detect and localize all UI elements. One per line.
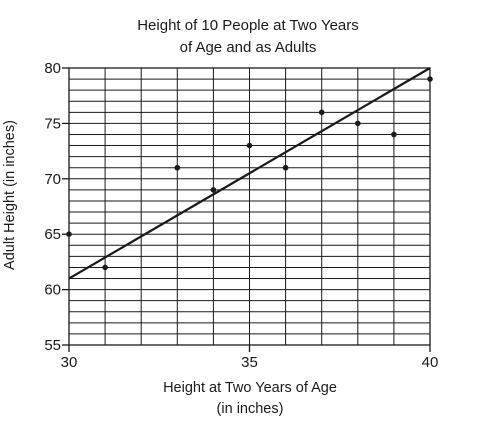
data-point (102, 264, 108, 271)
trend-line-group (68, 67, 431, 280)
chart-title-line-1: Height of 10 People at Two Years (137, 17, 359, 34)
data-point (210, 187, 217, 193)
y-tick-label: 65 (44, 226, 61, 243)
x-axis-title-line-1: Height at Two Years of Age (163, 380, 337, 396)
chart-title-line-2: of Age and as Adults (180, 39, 317, 56)
data-points (66, 76, 433, 271)
x-tick-label: 30 (61, 354, 78, 371)
y-tick-label: 80 (44, 60, 61, 77)
grid (68, 67, 431, 346)
data-point (246, 142, 253, 149)
x-tick-label: 35 (241, 354, 258, 371)
y-tick-label: 75 (44, 115, 61, 132)
data-point (318, 109, 325, 116)
y-tick-label: 70 (44, 171, 61, 188)
y-tick-label: 60 (44, 282, 61, 299)
y-tick-label: 55 (44, 337, 61, 354)
x-tick-label: 40 (422, 354, 439, 371)
data-point (355, 120, 361, 127)
trend-line (68, 67, 431, 280)
data-point (391, 131, 397, 138)
chart-title: Height of 10 People at Two Years of Age … (137, 17, 359, 56)
x-axis-title-line-2: (in inches) (217, 401, 284, 417)
axis-ticks: 30 35 40 55 60 65 70 75 80 (44, 60, 438, 371)
data-point (174, 164, 181, 171)
data-point (66, 231, 72, 237)
data-point (427, 76, 433, 82)
y-axis-title: Adult Height (in inches) (2, 120, 18, 270)
data-point (282, 164, 289, 171)
